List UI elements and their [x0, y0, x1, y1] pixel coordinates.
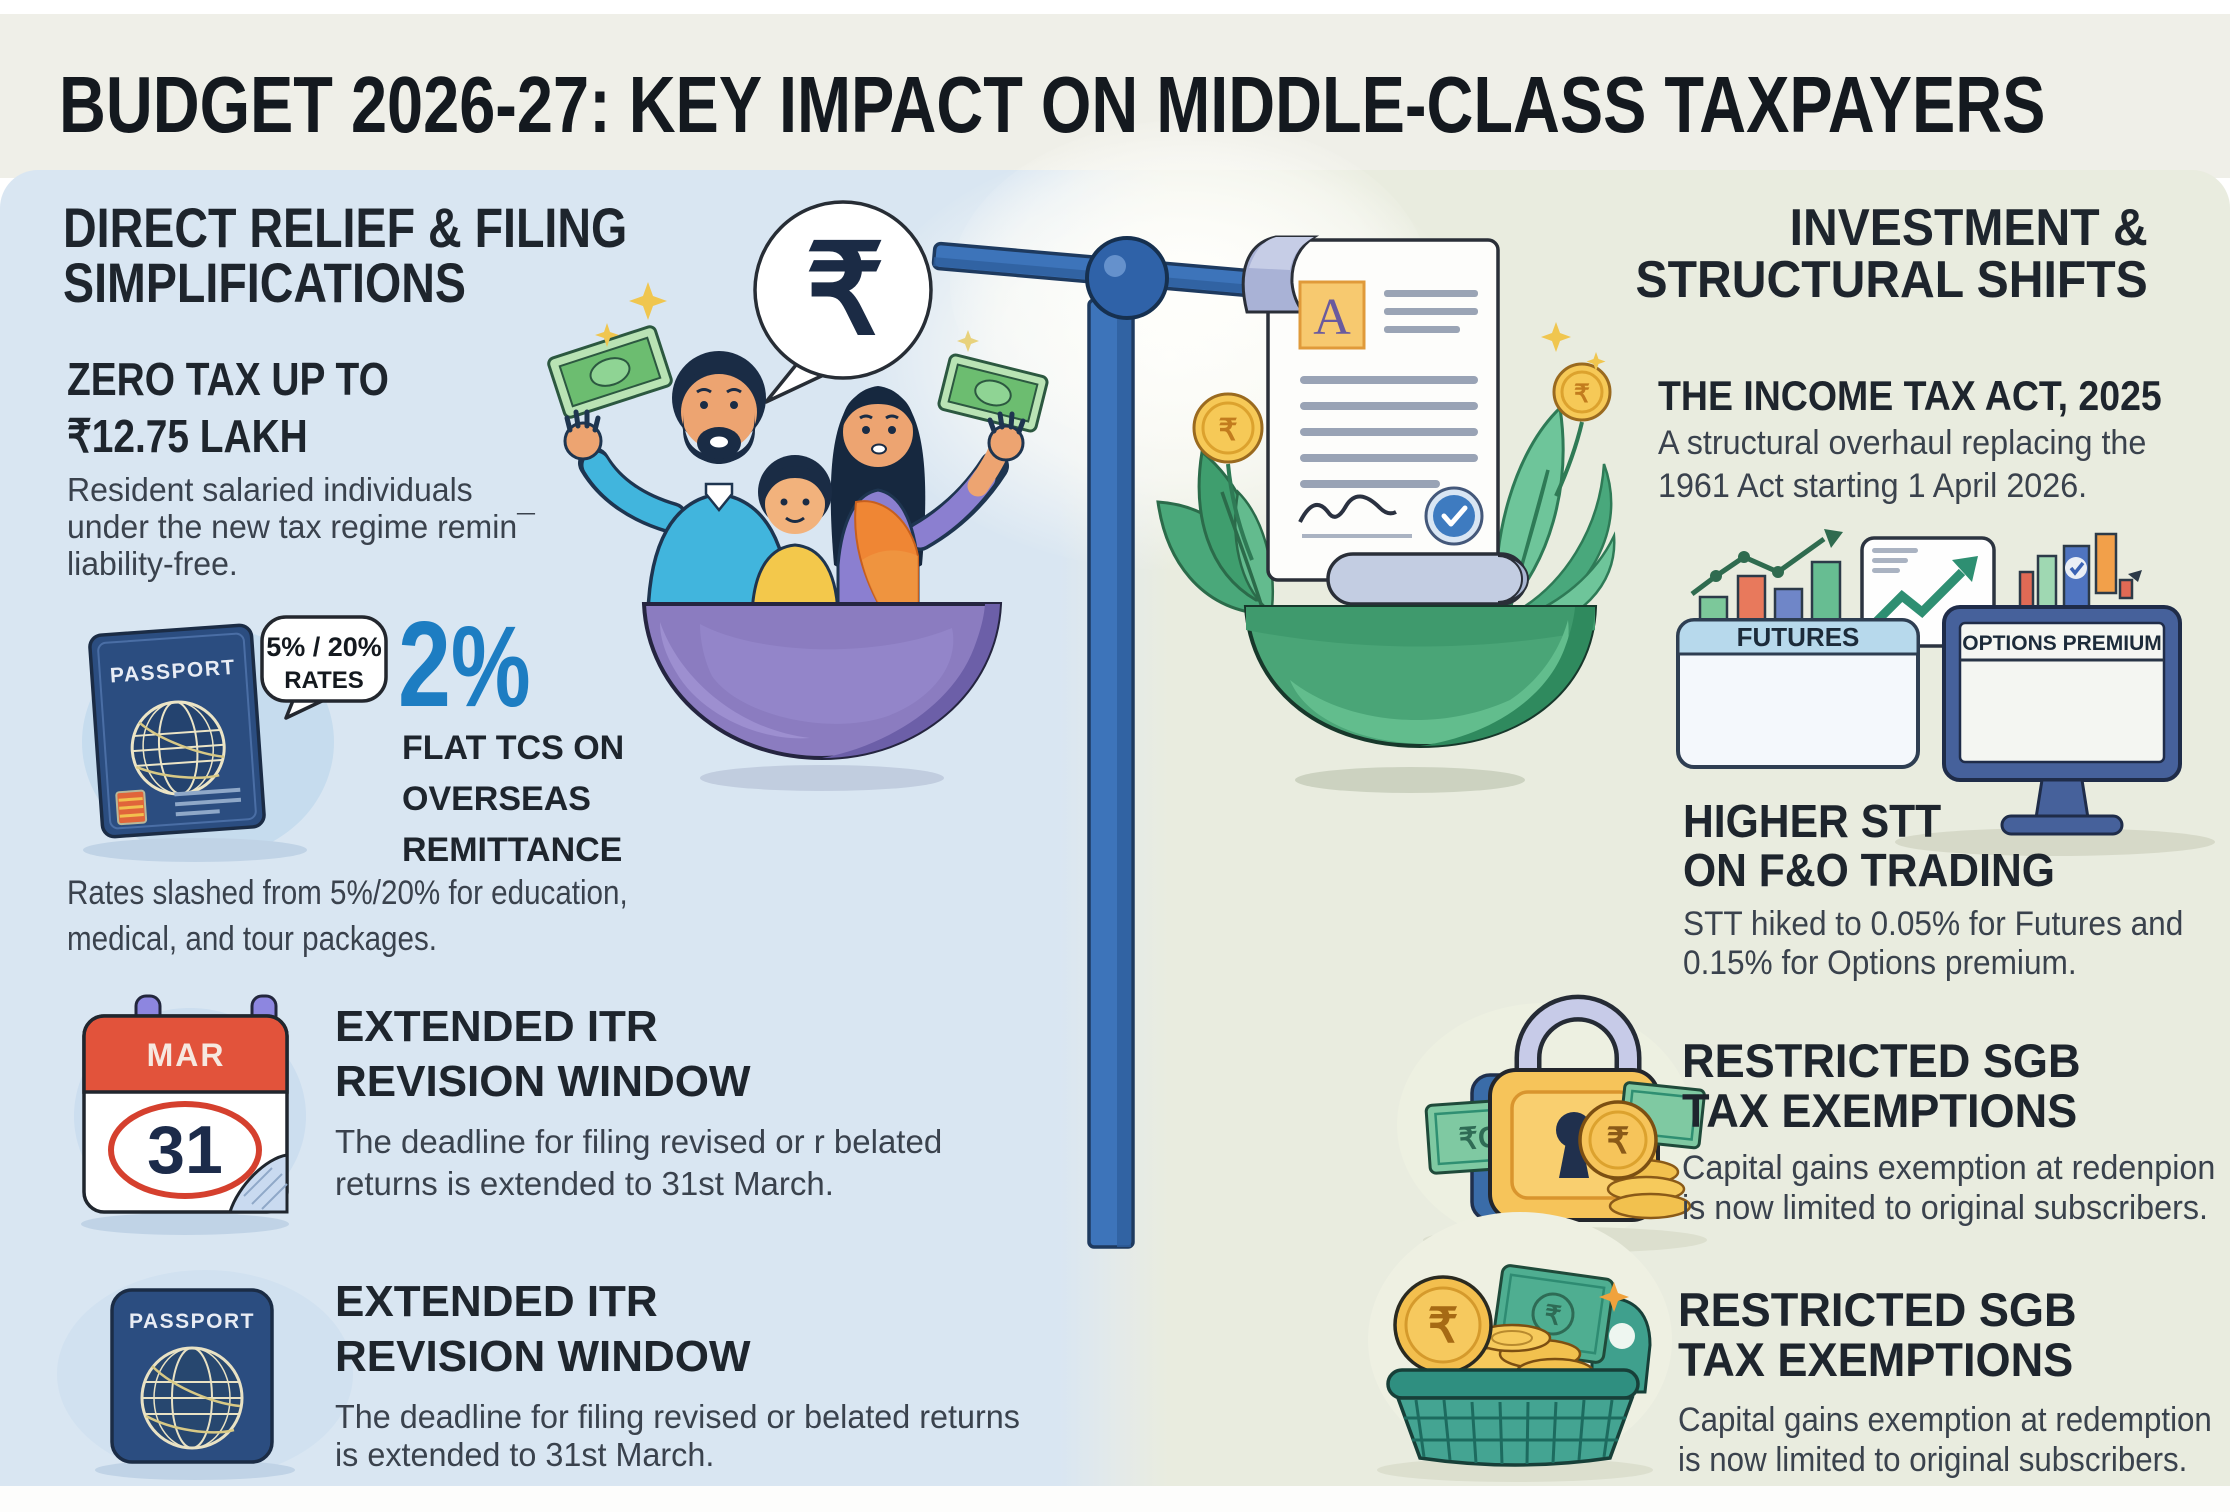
svg-text:₹: ₹	[1428, 1300, 1459, 1353]
svg-text:OPTIONS PREMIUM: OPTIONS PREMIUM	[1962, 632, 2162, 655]
svg-text:₹: ₹	[1607, 1120, 1630, 1161]
svg-text:₹: ₹	[1574, 380, 1590, 408]
svg-text:₹: ₹	[1218, 414, 1237, 447]
svg-text:31: 31	[147, 1112, 223, 1188]
svg-text:FUTURES: FUTURES	[1737, 622, 1860, 652]
svg-text:PASSPORT: PASSPORT	[129, 1310, 255, 1333]
svg-text:₹: ₹	[805, 221, 885, 360]
svg-text:₹: ₹	[1543, 1299, 1564, 1331]
svg-text:A: A	[1313, 289, 1351, 346]
svg-text:RATES: RATES	[284, 667, 364, 694]
svg-text:5% / 20%: 5% / 20%	[266, 632, 382, 662]
svg-text:MAR: MAR	[147, 1037, 226, 1073]
